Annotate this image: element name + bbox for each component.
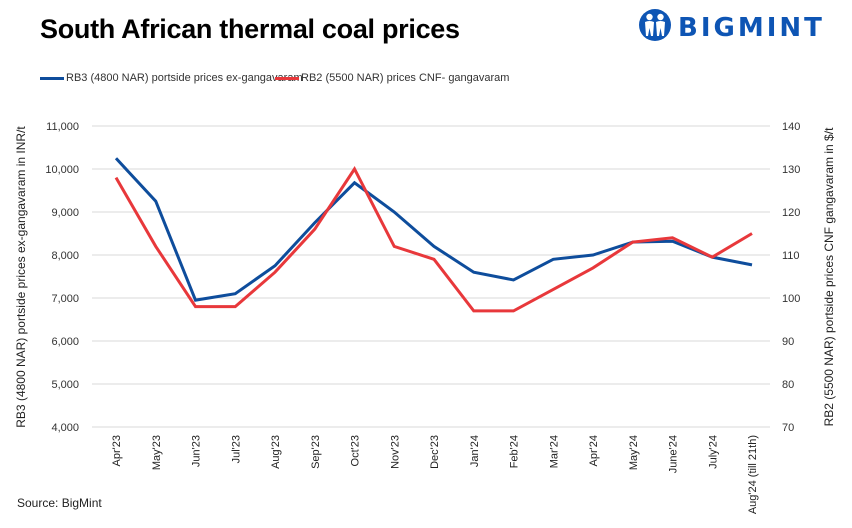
x-tick-label: Jan'24: [469, 435, 481, 467]
y-tick-right: 120: [782, 207, 800, 219]
y-tick-left: 9,000: [51, 207, 79, 219]
x-tick-label: Apr'23: [111, 435, 123, 466]
legend-item-rb3: RB3 (4800 NAR) portside prices ex-gangav…: [40, 72, 303, 84]
x-tick-label: Apr'24: [588, 435, 600, 466]
bigmint-logo: BIGMINT: [638, 8, 825, 47]
x-tick-label: July'24: [707, 435, 719, 469]
x-tick-label: May'23: [151, 435, 163, 470]
legend: RB3 (4800 NAR) portside prices ex-gangav…: [0, 72, 852, 88]
y-tick-left: 4,000: [51, 422, 79, 434]
x-tick-label: Feb'24: [509, 435, 521, 468]
logo-text: BIGMINT: [678, 12, 825, 43]
x-tick-label: Nov'23: [389, 435, 401, 469]
legend-label-rb2: RB2 (5500 NAR) prices CNF- gangavaram: [301, 72, 510, 84]
y-tick-right: 70: [782, 422, 794, 434]
x-tick-label: Dec'23: [429, 435, 441, 469]
y-tick-left: 8,000: [51, 250, 79, 262]
source-note: Source: BigMint: [17, 496, 102, 510]
y-tick-left: 10,000: [45, 164, 79, 176]
chart-title: South African thermal coal prices: [40, 14, 460, 44]
x-tick-label: June'24: [668, 435, 680, 473]
series-line-rb2: [114, 166, 753, 313]
y-tick-left: 5,000: [51, 379, 79, 391]
y-tick-right: 130: [782, 164, 800, 176]
y-tick-left: 11,000: [46, 121, 79, 133]
legend-swatch-rb3: [40, 76, 64, 80]
x-tick-label: Oct'23: [350, 435, 362, 466]
y-tick-right: 80: [782, 379, 794, 391]
y-tick-right: 140: [782, 121, 800, 133]
x-tick-label: Aug'23: [270, 435, 282, 469]
y-tick-right: 90: [782, 336, 794, 348]
y-tick-left: 6,000: [51, 336, 79, 348]
series-line-rb3: [114, 157, 753, 302]
y-axis-label-right: RB2 (5500 NAR) portside prices CNF ganga…: [822, 127, 836, 426]
legend-swatch-rb2: [275, 76, 299, 80]
x-tick-label: Jul'23: [230, 435, 242, 463]
legend-label-rb3: RB3 (4800 NAR) portside prices ex-gangav…: [66, 72, 303, 84]
y-tick-right: 100: [782, 293, 800, 305]
x-tick-label: May'24: [628, 435, 640, 470]
y-tick-right: 110: [782, 250, 800, 262]
x-tick-label: Sep'23: [310, 435, 322, 469]
legend-item-rb2: RB2 (5500 NAR) prices CNF- gangavaram: [275, 72, 509, 84]
y-tick-left: 7,000: [51, 293, 79, 305]
x-tick-label: Mar'24: [548, 435, 560, 468]
x-tick-label: Aug'24 (till 21th): [747, 435, 759, 514]
y-axis-label-left: RB3 (4800 NAR) portside prices ex-gangav…: [14, 126, 28, 428]
bigmint-people-icon: [638, 8, 672, 47]
x-tick-label: Jun'23: [191, 435, 203, 467]
